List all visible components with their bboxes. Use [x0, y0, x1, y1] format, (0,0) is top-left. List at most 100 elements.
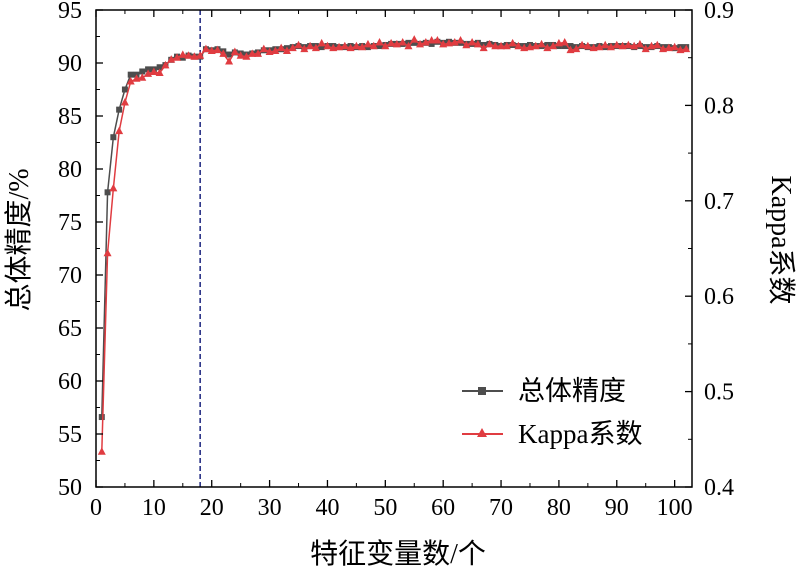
data-point-triangle [520, 43, 529, 52]
data-point-triangle [178, 50, 187, 58]
data-point-triangle [525, 42, 534, 51]
data-point-triangle [450, 37, 459, 46]
data-point-square [139, 68, 146, 75]
data-point-triangle [444, 38, 453, 47]
x-tick-label: 40 [315, 495, 339, 521]
data-point-triangle [230, 47, 239, 55]
left-y-tick-label: 50 [58, 475, 82, 501]
data-point-triangle [358, 42, 367, 51]
data-point-triangle [254, 49, 263, 57]
data-point-square [428, 40, 435, 47]
data-point-triangle [416, 39, 425, 48]
data-point-triangle [219, 49, 228, 57]
data-point-triangle [259, 44, 268, 53]
data-point-triangle [630, 41, 639, 50]
data-point-triangle [566, 45, 575, 54]
data-point-triangle [109, 183, 118, 192]
x-tick-label: 90 [605, 495, 629, 521]
left-y-tick-label: 85 [58, 104, 82, 130]
data-point-triangle [670, 42, 679, 51]
left-y-tick-label: 90 [58, 51, 82, 77]
data-point-triangle [572, 44, 581, 53]
data-point-triangle [601, 40, 610, 49]
data-point-triangle [242, 52, 251, 60]
data-point-triangle [433, 36, 442, 44]
data-point-triangle [375, 37, 384, 46]
data-point-triangle [329, 43, 338, 52]
data-point-triangle [647, 41, 656, 50]
left-y-tick-label: 60 [58, 369, 82, 395]
data-point-triangle [277, 43, 286, 52]
data-point-triangle [502, 41, 511, 50]
x-tick-label: 10 [142, 495, 166, 521]
series-overall-accuracy [98, 38, 690, 421]
data-point-triangle [635, 39, 644, 48]
left-y-tick-label: 55 [58, 422, 82, 448]
x-tick-label: 0 [90, 495, 102, 521]
data-point-triangle [682, 44, 691, 53]
data-point-triangle [248, 49, 257, 57]
data-point-triangle [387, 38, 396, 47]
data-point-square [226, 51, 233, 58]
legend-entry-kappa: Kappa系数 [462, 419, 642, 449]
data-point-square [98, 414, 105, 421]
data-point-triangle [641, 44, 650, 53]
series-layer [97, 35, 691, 455]
data-point-square [156, 64, 163, 71]
x-tick-label: 30 [258, 495, 282, 521]
data-point-triangle [456, 36, 465, 44]
axes-layer [95, 9, 693, 488]
data-point-triangle [311, 43, 320, 52]
data-point-triangle [514, 41, 523, 50]
legend-label-overall-accuracy: 总体精度 [518, 376, 626, 406]
data-point-triangle [340, 41, 349, 50]
data-point-square [121, 86, 128, 93]
left-y-tick-label: 65 [58, 316, 82, 342]
x-tick-label: 80 [547, 495, 571, 521]
data-point-triangle [554, 38, 563, 47]
right-y-tick-label: 0.4 [704, 475, 734, 501]
data-point-square [127, 71, 134, 78]
data-point-triangle [462, 40, 471, 49]
data-point-triangle [103, 248, 112, 257]
data-point-triangle [589, 43, 598, 52]
data-point-triangle [624, 40, 633, 49]
right-y-tick-label: 0.6 [704, 284, 734, 310]
data-point-triangle [317, 38, 326, 47]
x-tick-label: 70 [489, 495, 513, 521]
x-axis-title: 特征变量数/个 [310, 538, 486, 570]
ticks-layer: 0 10 20 30 40 50 60 70 80 90 100 50 55 60 65 70 75 80 85 90… [58, 0, 734, 521]
data-point-triangle [306, 41, 315, 50]
data-point-triangle [138, 73, 147, 81]
data-point-triangle [225, 57, 234, 65]
data-point-square [561, 43, 568, 50]
left-y-tick-label: 80 [58, 157, 82, 183]
left-y-tick-label: 95 [58, 0, 82, 24]
legend-marker-square [478, 387, 486, 395]
right-y-tick-label: 0.9 [704, 0, 734, 24]
legend: 总体精度 Kappa系数 [462, 376, 642, 449]
data-point-triangle [323, 41, 332, 50]
data-point-triangle [381, 41, 390, 50]
data-point-triangle [132, 74, 141, 82]
series-line [101, 41, 687, 418]
data-point-square [318, 44, 325, 51]
data-point-triangle [653, 40, 662, 49]
data-point-triangle [676, 45, 685, 54]
data-point-triangle [612, 40, 621, 49]
x-tick-label: 60 [431, 495, 455, 521]
data-point-triangle [190, 52, 199, 60]
data-point-triangle [606, 42, 615, 51]
data-point-triangle [149, 67, 158, 76]
right-y-tick-label: 0.8 [704, 93, 734, 119]
data-point-triangle [497, 41, 506, 50]
plot-frame [95, 9, 693, 488]
data-point-triangle [392, 39, 401, 48]
data-point-triangle [369, 41, 378, 50]
data-point-square [145, 66, 152, 73]
legend-entry-overall-accuracy: 总体精度 [462, 376, 626, 406]
data-point-triangle [508, 38, 517, 47]
data-point-triangle [213, 45, 222, 54]
data-point-triangle [549, 41, 558, 50]
